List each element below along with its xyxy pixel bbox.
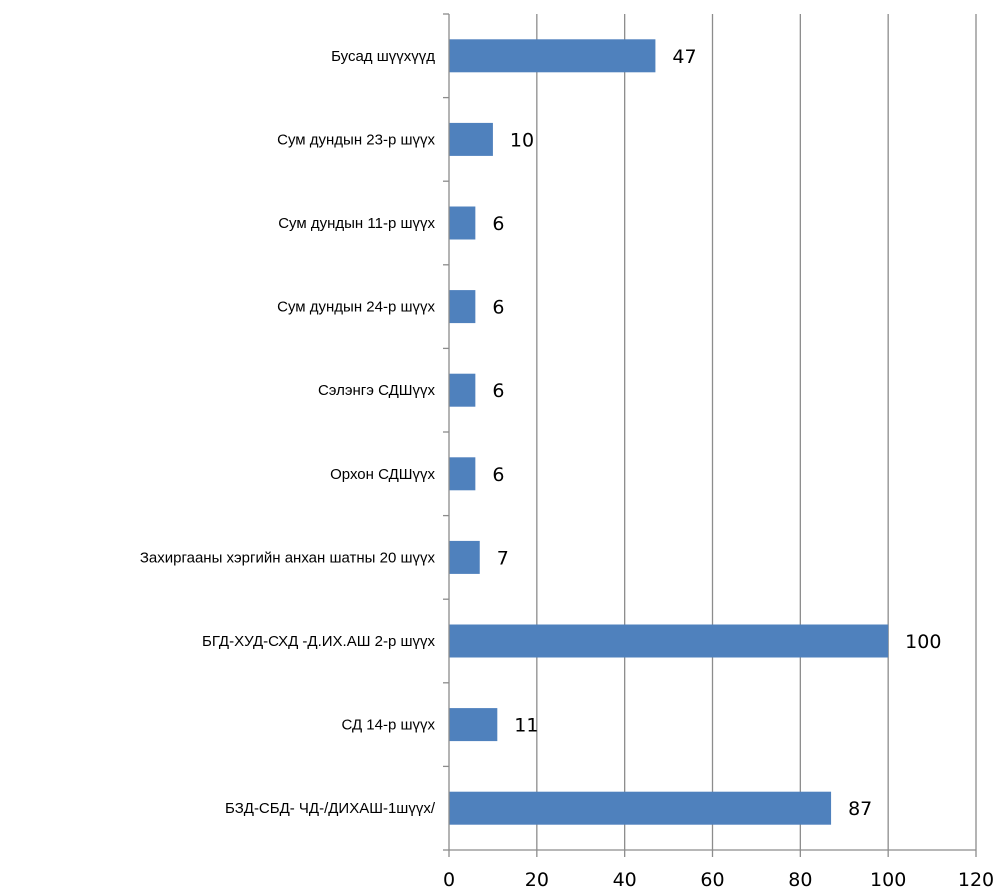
bar — [449, 39, 656, 73]
x-tick-label: 120 — [958, 869, 994, 891]
category-label: Сэлэнгэ СДШүүх — [318, 382, 436, 399]
data-label: 6 — [492, 380, 504, 402]
bar — [449, 708, 498, 742]
data-label: 100 — [905, 631, 941, 653]
x-tick-label: 20 — [525, 869, 549, 891]
x-tick-label: 80 — [788, 869, 812, 891]
data-label: 6 — [492, 464, 504, 486]
bar — [449, 457, 476, 491]
bar — [449, 540, 480, 574]
bar — [449, 791, 832, 825]
x-tick-label: 40 — [613, 869, 637, 891]
category-label: Сум дундын 11-р шүүх — [278, 215, 435, 232]
data-labels: 47 10 6 6 6 6 7 100 11 87 — [492, 46, 941, 820]
x-tick-labels: 0 20 40 60 80 100 120 — [443, 869, 994, 891]
category-label: Сум дундын 23-р шүүх — [277, 131, 435, 148]
category-label: Захиргааны хэргийн анхан шатны 20 шүүх — [140, 549, 436, 566]
data-label: 6 — [492, 297, 504, 319]
bar — [449, 122, 493, 156]
data-label: 6 — [492, 213, 504, 235]
category-label: Сум дундын 24-р шүүх — [277, 299, 435, 316]
bar — [449, 206, 476, 240]
data-label: 7 — [497, 547, 509, 569]
bar — [449, 373, 476, 407]
data-label: 11 — [514, 715, 538, 737]
data-label: 47 — [672, 46, 696, 68]
gridlines — [536, 14, 977, 850]
category-label: БГД-ХУД-СХД -Д.ИХ.АШ 2-р шүүх — [202, 633, 436, 650]
category-label: Орхон СДШүүх — [330, 466, 435, 483]
x-tick-label: 0 — [443, 869, 455, 891]
data-label: 87 — [848, 798, 872, 820]
category-labels: Бусад шүүхүүд Сум дундын 23-р шүүх Сум дун… — [140, 48, 436, 817]
category-label: Бусад шүүхүүд — [331, 48, 435, 65]
category-label: БЗД-СБД- ЧД-/ДИХАШ-1шүүх/ — [225, 800, 436, 817]
x-tick-label: 60 — [700, 869, 724, 891]
bars — [449, 39, 889, 825]
bar — [449, 290, 476, 324]
category-label: СД 14-р шүүх — [341, 717, 435, 734]
x-tick-label: 100 — [870, 869, 906, 891]
data-label: 10 — [510, 129, 534, 151]
axes — [443, 13, 977, 857]
bar — [449, 624, 889, 658]
